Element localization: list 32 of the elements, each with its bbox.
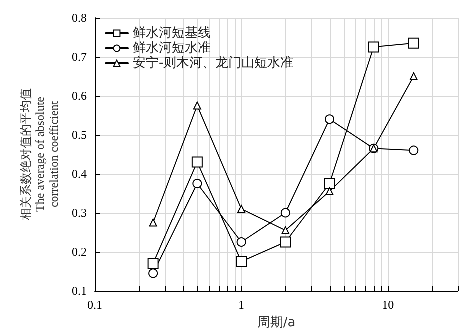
y-tick-label: 0.7 xyxy=(72,50,87,64)
point xyxy=(193,102,202,110)
point xyxy=(282,226,290,235)
point xyxy=(280,208,290,218)
point xyxy=(324,178,336,190)
point xyxy=(236,238,246,247)
point xyxy=(192,156,203,168)
legend-label: 安宁-则木河、龙门山短水准 xyxy=(133,55,294,71)
point xyxy=(236,256,248,268)
y-tick-label: 0.3 xyxy=(72,206,87,220)
x-tick-label: 1 xyxy=(238,298,245,312)
y-tick-label: 0.1 xyxy=(72,284,87,298)
point xyxy=(280,236,292,248)
y-tick-label: 0.5 xyxy=(72,128,87,142)
legend-label: 鲜水河短水准 xyxy=(133,41,211,56)
y-tick-label: 0.6 xyxy=(72,89,87,103)
y-tick-label: 0.8 xyxy=(72,11,87,25)
point xyxy=(149,218,158,227)
point xyxy=(148,258,159,270)
point xyxy=(326,188,334,196)
point xyxy=(148,268,158,278)
x-tick-label: 10 xyxy=(382,298,394,312)
x-axis-title: 周期/a xyxy=(257,315,296,330)
legend-label: 鲜水河短基线 xyxy=(133,26,211,41)
y-axis-title: 相关系数绝对值的平均值 The average of absolute correlation coefficient xyxy=(19,88,61,220)
y-tick-label: 0.4 xyxy=(72,167,87,181)
y-tick-label: 0.2 xyxy=(72,245,87,259)
point xyxy=(238,205,246,214)
point xyxy=(368,42,380,53)
x-tick-label: 0.1 xyxy=(88,298,102,312)
point xyxy=(325,114,335,124)
point xyxy=(192,179,202,188)
